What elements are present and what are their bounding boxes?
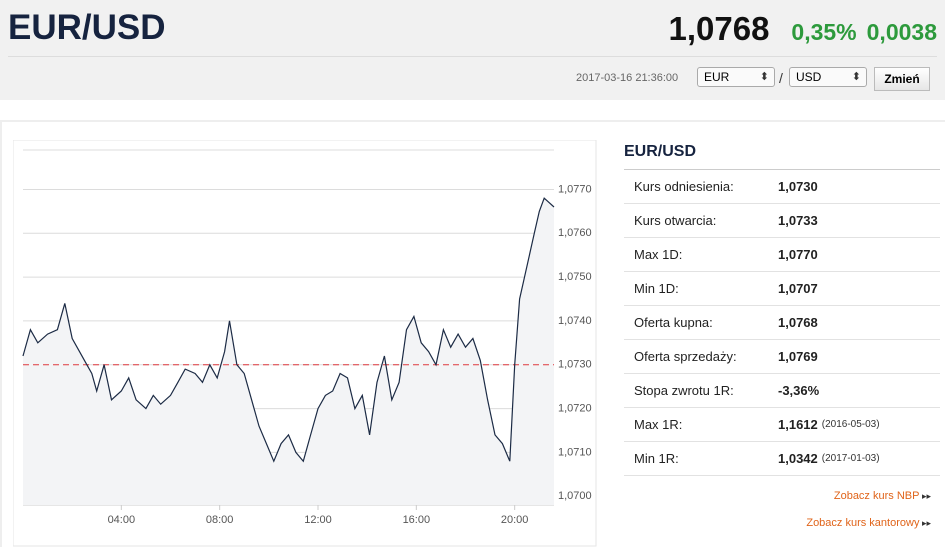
stats-value: 1,1612	[778, 417, 818, 432]
stats-panel: EUR/USD Kurs odniesienia: 1,0730 Kurs otwa…	[624, 143, 940, 476]
exchange-link[interactable]: Zobacz kurs kantorowy	[806, 517, 931, 529]
stats-note: (2017-01-03)	[821, 453, 880, 464]
stats-label: Kurs odniesienia:	[634, 179, 734, 194]
stats-label: Oferta sprzedaży:	[634, 349, 737, 364]
change-button[interactable]: Zmień	[874, 67, 930, 91]
quote: 1,0768 0,35% 0,0038	[668, 10, 937, 48]
timestamp: 2017-03-16 21:36:00	[576, 72, 679, 84]
stats-value: 1,0707	[778, 281, 818, 296]
chart: 1,0700 1,0710 1,0720 1,0730 1,0740 1,0750 1,07…	[12, 139, 597, 547]
y-tick-label: 1,0740	[558, 315, 592, 327]
stats-row: Min 1R: 1,0342 (2017-01-03)	[624, 442, 940, 476]
stats-value: 1,0769	[778, 349, 818, 364]
stats-label: Min 1D:	[634, 281, 679, 296]
price: 1,0768	[668, 10, 770, 47]
stats-rows: Kurs odniesienia: 1,0730 Kurs otwarcia: 1,0…	[624, 170, 940, 476]
stats-value: 1,0770	[778, 247, 818, 262]
stats-row: Kurs otwarcia: 1,0733	[624, 204, 940, 238]
stats-row: Oferta kupna: 1,0768	[624, 306, 940, 340]
from-select[interactable]: EUR	[697, 67, 775, 87]
x-tick-label: 12:00	[304, 514, 332, 526]
y-tick-label: 1,0700	[558, 490, 592, 502]
price-line	[22, 197, 555, 463]
nbp-link[interactable]: Zobacz kurs NBP	[834, 490, 931, 502]
to-select[interactable]: USD	[789, 67, 867, 87]
stats-value: 1,0342	[778, 451, 818, 466]
pair-title: EUR/USD	[8, 8, 166, 47]
divider	[8, 56, 937, 57]
y-tick-label: 1,0770	[558, 183, 592, 195]
content-panel	[0, 120, 945, 547]
x-tick-label: 16:00	[403, 514, 431, 526]
stats-row: Max 1D: 1,0770	[624, 238, 940, 272]
stats-value: 1,0730	[778, 179, 818, 194]
chart-border	[12, 139, 597, 547]
x-tick-label: 08:00	[206, 514, 234, 526]
stats-label: Oferta kupna:	[634, 315, 713, 330]
y-tick-label: 1,0720	[558, 402, 592, 414]
chart-box: 1,0700 1,0710 1,0720 1,0730 1,0740 1,0750 1,07…	[12, 139, 597, 552]
stats-row: Kurs odniesienia: 1,0730	[624, 170, 940, 204]
stats-row: Max 1R: 1,1612 (2016-05-03)	[624, 408, 940, 442]
stats-row: Oferta sprzedaży: 1,0769	[624, 340, 940, 374]
stats-value: 1,0733	[778, 213, 818, 228]
header: EUR/USD 1,0768 0,35% 0,0038 2017-03-16 21:…	[0, 0, 945, 100]
stats-title: EUR/USD	[624, 143, 940, 170]
y-tick-label: 1,0760	[558, 227, 592, 239]
stats-note: (2016-05-03)	[821, 419, 880, 430]
stats-row: Stopa zwrotu 1R: -3,36%	[624, 374, 940, 408]
stats-label: Max 1D:	[634, 247, 683, 262]
stats-label: Stopa zwrotu 1R:	[634, 383, 734, 398]
stats-label: Min 1R:	[634, 451, 679, 466]
stats-value: -3,36%	[778, 383, 820, 398]
x-tick-label: 20:00	[501, 514, 529, 526]
area-fill	[23, 198, 554, 505]
change-pct: 0,35%	[791, 19, 857, 45]
stats-label: Max 1R:	[634, 417, 683, 432]
y-tick-label: 1,0710	[558, 446, 592, 458]
stats-value: 1,0768	[778, 315, 818, 330]
stats-row: Min 1D: 1,0707	[624, 272, 940, 306]
y-tick-label: 1,0750	[558, 271, 592, 283]
stats-label: Kurs otwarcia:	[634, 213, 717, 228]
separator: /	[779, 70, 783, 86]
change-abs: 0,0038	[866, 19, 937, 45]
y-tick-label: 1,0730	[558, 359, 592, 371]
x-tick-label: 04:00	[108, 514, 136, 526]
